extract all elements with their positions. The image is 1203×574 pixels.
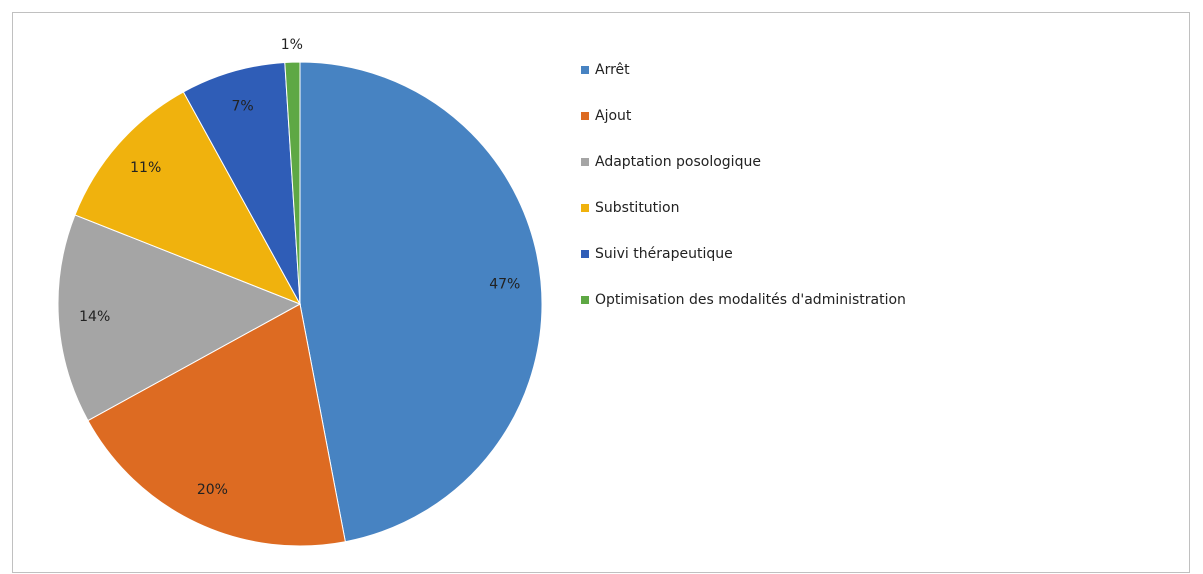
legend-swatch xyxy=(581,250,589,258)
legend-label: Adaptation posologique xyxy=(595,154,761,170)
pie-slice xyxy=(87,303,346,547)
legend-swatch xyxy=(581,204,589,212)
data-label: 7% xyxy=(232,98,254,114)
pie-slice xyxy=(299,61,543,543)
data-label: 1% xyxy=(281,37,303,53)
data-label: 11% xyxy=(130,160,161,176)
pie-slice xyxy=(182,61,301,305)
legend-swatch xyxy=(581,66,589,74)
legend-label: Suivi thérapeutique xyxy=(595,246,733,262)
pie-slice xyxy=(284,61,301,305)
pie-slice xyxy=(74,91,302,305)
legend-label: Arrêt xyxy=(595,62,630,78)
data-label: 20% xyxy=(197,482,228,498)
legend-swatch xyxy=(581,296,589,304)
data-label: 47% xyxy=(489,277,520,293)
data-label: 14% xyxy=(79,309,110,325)
legend-label: Substitution xyxy=(595,200,680,216)
legend-swatch xyxy=(581,158,589,166)
legend-label: Ajout xyxy=(595,108,632,124)
legend-label: Optimisation des modalités d'administrat… xyxy=(595,292,906,308)
pie-slice xyxy=(57,214,302,422)
legend-swatch xyxy=(581,112,589,120)
